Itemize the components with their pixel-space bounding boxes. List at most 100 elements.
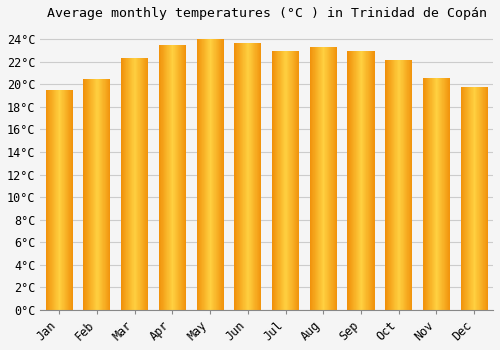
Bar (361, 51, 362, 310)
Bar (296, 51, 297, 310)
Bar (464, 87, 465, 310)
Bar (137, 58, 138, 310)
Bar (218, 39, 219, 310)
Bar (102, 79, 103, 310)
Bar (315, 47, 316, 310)
Bar (333, 47, 334, 310)
Bar (471, 87, 472, 310)
Bar (443, 78, 444, 310)
Bar (445, 78, 446, 310)
Bar (429, 78, 430, 310)
Bar (62, 90, 63, 310)
Bar (166, 45, 167, 310)
Bar (428, 78, 429, 310)
Bar (160, 45, 161, 310)
Bar (310, 47, 311, 310)
Bar (170, 45, 172, 310)
Bar (177, 45, 178, 310)
Bar (349, 51, 350, 310)
Bar (432, 78, 433, 310)
Bar (249, 43, 250, 310)
Bar (159, 45, 160, 310)
Bar (48, 90, 49, 310)
Bar (486, 87, 487, 310)
Bar (245, 43, 246, 310)
Bar (273, 51, 274, 310)
Bar (406, 60, 407, 310)
Bar (369, 51, 370, 310)
Bar (431, 78, 432, 310)
Bar (257, 43, 258, 310)
Bar (356, 51, 357, 310)
Bar (172, 45, 173, 310)
Bar (467, 87, 468, 310)
Bar (135, 58, 136, 310)
Bar (96, 79, 97, 310)
Bar (209, 39, 210, 310)
Bar (141, 58, 142, 310)
Bar (213, 39, 214, 310)
Title: Average monthly temperatures (°C ) in Trinidad de Copán: Average monthly temperatures (°C ) in Tr… (46, 7, 486, 20)
Bar (212, 39, 213, 310)
Bar (124, 58, 125, 310)
Bar (449, 78, 450, 310)
Bar (285, 51, 286, 310)
Bar (311, 47, 312, 310)
Bar (295, 51, 296, 310)
Bar (237, 43, 238, 310)
Bar (291, 51, 292, 310)
Bar (362, 51, 363, 310)
Bar (319, 47, 320, 310)
Bar (348, 51, 349, 310)
Bar (402, 60, 403, 310)
Bar (103, 79, 104, 310)
Bar (274, 51, 275, 310)
Bar (161, 45, 162, 310)
Bar (167, 45, 168, 310)
Bar (462, 87, 463, 310)
Bar (297, 51, 298, 310)
Bar (294, 51, 295, 310)
Bar (276, 51, 277, 310)
Bar (390, 60, 391, 310)
Bar (65, 90, 66, 310)
Bar (334, 47, 335, 310)
Bar (328, 47, 330, 310)
Bar (72, 90, 73, 310)
Bar (88, 79, 90, 310)
Bar (360, 51, 361, 310)
Bar (105, 79, 106, 310)
Bar (240, 43, 241, 310)
Bar (87, 79, 88, 310)
Bar (254, 43, 255, 310)
Bar (423, 78, 424, 310)
Bar (69, 90, 70, 310)
Bar (409, 60, 410, 310)
Bar (94, 79, 96, 310)
Bar (401, 60, 402, 310)
Bar (372, 51, 373, 310)
Bar (353, 51, 354, 310)
Bar (425, 78, 426, 310)
Bar (392, 60, 393, 310)
Bar (206, 39, 207, 310)
Bar (216, 39, 217, 310)
Bar (163, 45, 164, 310)
Bar (260, 43, 261, 310)
Bar (68, 90, 69, 310)
Bar (67, 90, 68, 310)
Bar (478, 87, 479, 310)
Bar (146, 58, 147, 310)
Bar (70, 90, 71, 310)
Bar (107, 79, 108, 310)
Bar (132, 58, 133, 310)
Bar (223, 39, 224, 310)
Bar (397, 60, 398, 310)
Bar (463, 87, 464, 310)
Bar (439, 78, 440, 310)
Bar (61, 90, 62, 310)
Bar (125, 58, 126, 310)
Bar (316, 47, 317, 310)
Bar (473, 87, 474, 310)
Bar (215, 39, 216, 310)
